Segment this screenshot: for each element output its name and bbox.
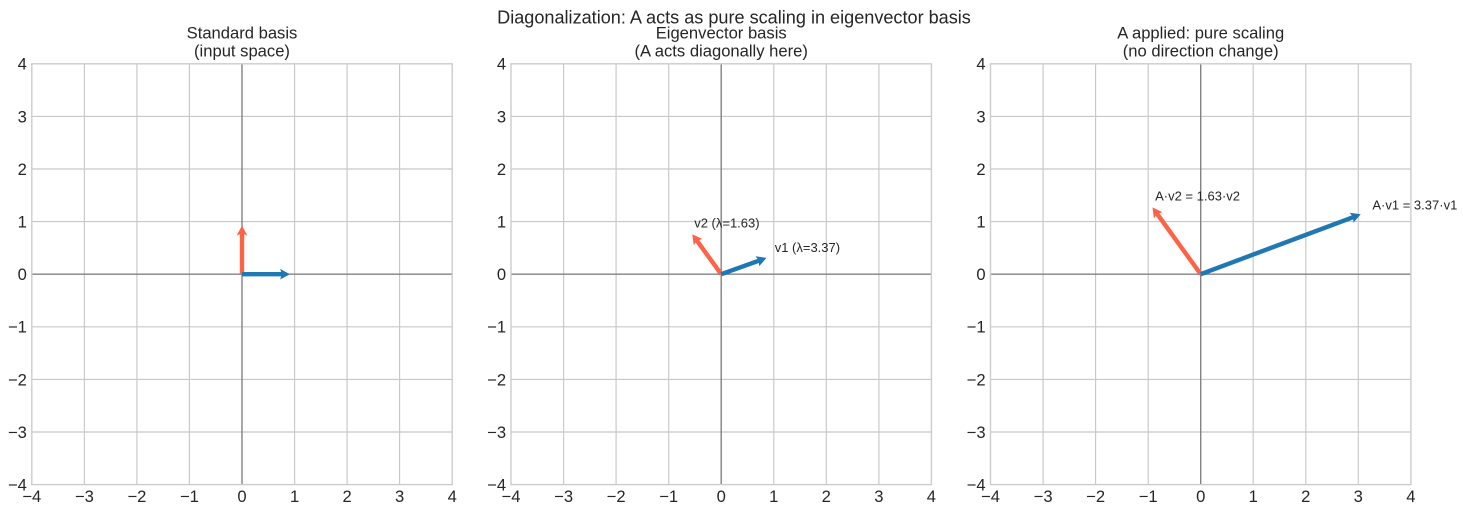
- svg-text:−3: −3: [8, 423, 27, 442]
- svg-text:0: 0: [18, 265, 27, 284]
- svg-text:3: 3: [497, 107, 506, 126]
- svg-text:−1: −1: [8, 318, 27, 337]
- svg-text:−1: −1: [659, 487, 678, 506]
- svg-text:3: 3: [976, 107, 985, 126]
- svg-text:−4: −4: [981, 487, 1000, 506]
- svg-text:−3: −3: [75, 487, 94, 506]
- svg-text:2: 2: [342, 487, 351, 506]
- svg-text:Eigenvector basis: Eigenvector basis: [656, 23, 787, 42]
- svg-text:Standard basis: Standard basis: [187, 23, 298, 42]
- svg-text:(A acts diagonally here): (A acts diagonally here): [634, 42, 807, 61]
- svg-text:4: 4: [927, 487, 936, 506]
- svg-text:0: 0: [976, 265, 985, 284]
- svg-text:4: 4: [18, 55, 27, 74]
- svg-text:−2: −2: [487, 370, 506, 389]
- svg-text:1: 1: [497, 213, 506, 232]
- svg-text:0: 0: [717, 487, 726, 506]
- svg-text:(input space): (input space): [194, 42, 290, 61]
- svg-text:0: 0: [237, 487, 246, 506]
- svg-text:1: 1: [1249, 487, 1258, 506]
- svg-text:−3: −3: [554, 487, 573, 506]
- svg-text:2: 2: [18, 160, 27, 179]
- svg-text:−4: −4: [502, 487, 521, 506]
- svg-text:3: 3: [1354, 487, 1363, 506]
- svg-text:2: 2: [497, 160, 506, 179]
- svg-text:3: 3: [395, 487, 404, 506]
- svg-text:−1: −1: [180, 487, 199, 506]
- svg-text:v2 (λ=1.63): v2 (λ=1.63): [694, 216, 759, 231]
- svg-text:4: 4: [448, 487, 457, 506]
- svg-text:−4: −4: [8, 476, 27, 495]
- svg-text:1: 1: [769, 487, 778, 506]
- svg-text:4: 4: [1406, 487, 1415, 506]
- svg-text:1: 1: [290, 487, 299, 506]
- svg-text:v1 (λ=3.37): v1 (λ=3.37): [775, 240, 840, 255]
- svg-text:A·v2 = 1.63·v2: A·v2 = 1.63·v2: [1155, 188, 1240, 203]
- svg-text:−1: −1: [1139, 487, 1158, 506]
- svg-text:−2: −2: [8, 370, 27, 389]
- svg-text:−4: −4: [487, 476, 506, 495]
- svg-text:−4: −4: [967, 476, 986, 495]
- svg-text:−1: −1: [967, 318, 986, 337]
- svg-text:−2: −2: [607, 487, 626, 506]
- svg-text:−1: −1: [487, 318, 506, 337]
- svg-text:4: 4: [497, 55, 506, 74]
- svg-text:−3: −3: [1034, 487, 1053, 506]
- svg-text:A applied: pure scaling: A applied: pure scaling: [1117, 23, 1284, 42]
- svg-text:−3: −3: [487, 423, 506, 442]
- svg-text:0: 0: [1196, 487, 1205, 506]
- svg-text:2: 2: [1301, 487, 1310, 506]
- svg-text:1: 1: [18, 213, 27, 232]
- svg-text:Diagonalization: A acts as pur: Diagonalization: A acts as pure scaling …: [497, 8, 971, 28]
- svg-text:−3: −3: [967, 423, 986, 442]
- svg-text:3: 3: [874, 487, 883, 506]
- svg-text:(no direction change): (no direction change): [1123, 42, 1279, 61]
- svg-text:4: 4: [976, 55, 985, 74]
- svg-text:0: 0: [497, 265, 506, 284]
- svg-text:2: 2: [976, 160, 985, 179]
- svg-text:−2: −2: [1086, 487, 1105, 506]
- svg-text:−2: −2: [967, 370, 986, 389]
- svg-text:−2: −2: [127, 487, 146, 506]
- svg-text:3: 3: [18, 107, 27, 126]
- svg-text:A·v1 = 3.37·v1: A·v1 = 3.37·v1: [1372, 197, 1457, 212]
- svg-text:−4: −4: [22, 487, 41, 506]
- svg-text:1: 1: [976, 213, 985, 232]
- svg-text:2: 2: [822, 487, 831, 506]
